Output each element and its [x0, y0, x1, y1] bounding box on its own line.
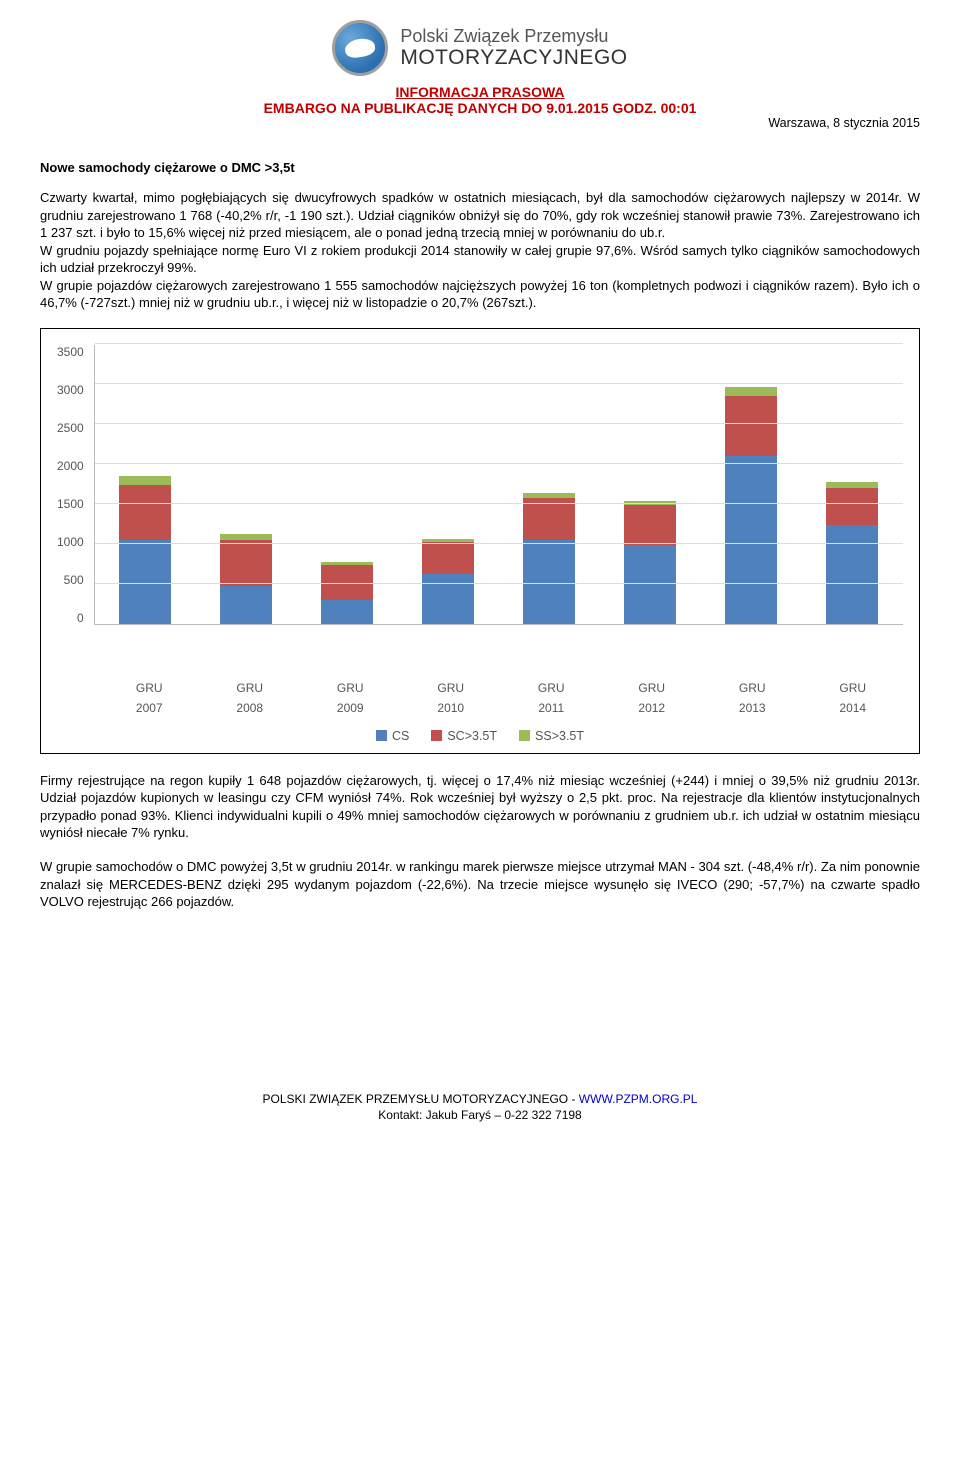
- paragraph-4: Firmy rejestrujące na regon kupiły 1 648…: [40, 772, 920, 842]
- x-year-label: 2007: [123, 701, 175, 715]
- chart-y-axis: 3500 3000 2500 2000 1500 1000 500 0: [57, 345, 94, 625]
- org-name-line1: Polski Związek Przemysłu: [400, 27, 627, 47]
- bar-stack: [422, 539, 474, 624]
- chart-container: 3500300025002000150010005000 GRUGRUGRUGR…: [40, 328, 920, 754]
- bar-stack: [624, 501, 676, 624]
- para1-text: Czwarty kwartał, mimo pogłębiających się…: [40, 190, 920, 240]
- y-tick-label: 3000: [57, 383, 84, 397]
- gridline: [95, 503, 903, 504]
- gridline: [95, 343, 903, 344]
- org-header: Polski Związek Przemysłu MOTORYZACYJNEGO: [40, 20, 920, 76]
- bar-segment-cs: [725, 456, 777, 624]
- gridline: [95, 583, 903, 584]
- x-month-label: GRU: [123, 681, 175, 695]
- y-tick-label: 2000: [57, 459, 84, 473]
- x-year-label: 2011: [525, 701, 577, 715]
- bar-segment-sc: [523, 498, 575, 540]
- bar-segment-sc: [624, 505, 676, 545]
- chart-plot: [94, 345, 903, 625]
- gridline: [95, 383, 903, 384]
- bar-segment-cs: [422, 574, 474, 624]
- bar-segment-ss: [119, 476, 171, 486]
- bar-segment-sc: [119, 485, 171, 539]
- x-month-label: GRU: [224, 681, 276, 695]
- legend-swatch: [519, 730, 530, 741]
- bar-stack: [119, 476, 171, 624]
- bar-stack: [321, 562, 373, 624]
- chart-x-labels: GRU GRU GRU GRU GRU GRU GRU GRU: [99, 681, 903, 695]
- bar-segment-sc: [422, 542, 474, 574]
- y-tick-label: 1500: [57, 497, 84, 511]
- bar-segment-cs: [523, 540, 575, 624]
- bar-segment-cs: [826, 525, 878, 624]
- bar-segment-sc: [220, 540, 272, 586]
- chart-area: 3500 3000 2500 2000 1500 1000 500 0: [57, 345, 903, 675]
- embargo-line: EMBARGO NA PUBLIKACJĘ DANYCH DO 9.01.201…: [40, 100, 920, 116]
- x-month-label: GRU: [827, 681, 879, 695]
- x-month-label: GRU: [626, 681, 678, 695]
- y-tick-label: 0: [77, 611, 84, 625]
- y-tick-label: 2500: [57, 421, 84, 435]
- footer-contact: Kontakt: Jakub Faryś – 0-22 322 7198: [378, 1108, 581, 1122]
- x-month-label: GRU: [324, 681, 376, 695]
- bar-stack: [523, 493, 575, 623]
- legend-label: CS: [392, 729, 409, 743]
- para3-text: W grupie pojazdów ciężarowych zarejestro…: [40, 278, 920, 311]
- bar-segment-sc: [725, 396, 777, 456]
- legend-swatch: [376, 730, 387, 741]
- x-year-label: 2009: [324, 701, 376, 715]
- x-year-label: 2010: [425, 701, 477, 715]
- y-tick-label: 500: [64, 573, 84, 587]
- y-tick-label: 3500: [57, 345, 84, 359]
- y-tick-label: 1000: [57, 535, 84, 549]
- chart-x-years: 2007 2008 2009 2010 2011 2012 2013 2014: [99, 701, 903, 715]
- legend-item: CS: [376, 729, 409, 743]
- paragraph-1: Czwarty kwartał, mimo pogłębiających się…: [40, 189, 920, 312]
- x-year-label: 2013: [726, 701, 778, 715]
- bar-segment-cs: [624, 545, 676, 623]
- para2-text: W grudniu pojazdy spełniające normę Euro…: [40, 243, 920, 276]
- x-year-label: 2014: [827, 701, 879, 715]
- org-title: Polski Związek Przemysłu MOTORYZACYJNEGO: [400, 27, 627, 70]
- legend-item: SC>3.5T: [431, 729, 497, 743]
- legend-swatch: [431, 730, 442, 741]
- x-month-label: GRU: [525, 681, 577, 695]
- bar-segment-sc: [826, 488, 878, 525]
- dateline: Warszawa, 8 stycznia 2015: [40, 116, 920, 130]
- x-month-label: GRU: [425, 681, 477, 695]
- paragraph-5: W grupie samochodów o DMC powyżej 3,5t w…: [40, 858, 920, 911]
- footer-org: POLSKI ZWIĄZEK PRZEMYSŁU MOTORYZACYJNEGO…: [263, 1092, 579, 1106]
- footer-link[interactable]: WWW.PZPM.ORG.PL: [579, 1092, 698, 1106]
- gridline: [95, 543, 903, 544]
- bar-segment-ss: [725, 387, 777, 396]
- x-year-label: 2008: [224, 701, 276, 715]
- legend-label: SS>3.5T: [535, 729, 584, 743]
- logo-icon: [332, 20, 388, 76]
- page-footer: POLSKI ZWIĄZEK PRZEMYSŁU MOTORYZACYJNEGO…: [40, 1091, 920, 1125]
- gridline: [95, 463, 903, 464]
- org-name-line2: MOTORYZACYJNEGO: [400, 46, 627, 69]
- info-title: INFORMACJA PRASOWA: [40, 84, 920, 100]
- bar-stack: [220, 534, 272, 624]
- bar-segment-cs: [220, 586, 272, 624]
- bar-segment-cs: [321, 600, 373, 624]
- chart-legend: CS SC>3.5T SS>3.5T: [57, 729, 903, 743]
- legend-item: SS>3.5T: [519, 729, 584, 743]
- x-year-label: 2012: [626, 701, 678, 715]
- gridline: [95, 423, 903, 424]
- bar-segment-cs: [119, 540, 171, 624]
- legend-label: SC>3.5T: [447, 729, 497, 743]
- section-title: Nowe samochody ciężarowe o DMC >3,5t: [40, 160, 920, 175]
- x-month-label: GRU: [726, 681, 778, 695]
